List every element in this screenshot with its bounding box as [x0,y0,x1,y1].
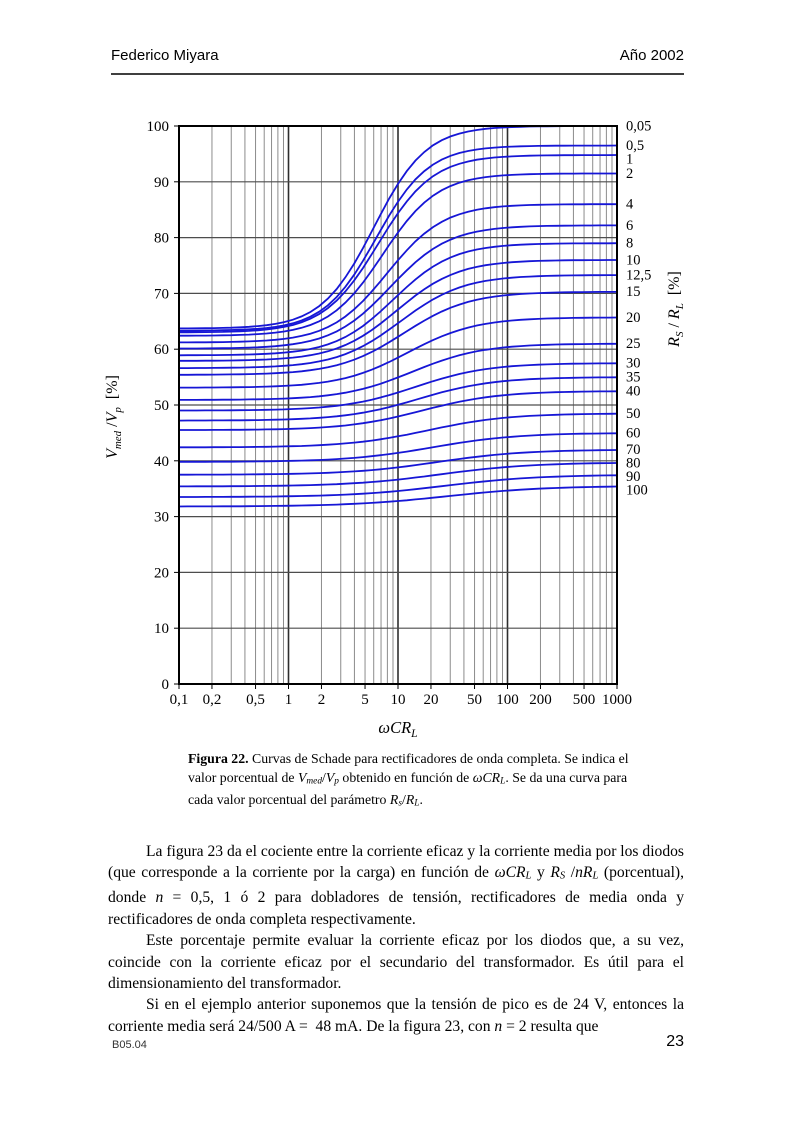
axis-ticks [174,125,618,689]
curve-rs-rl-90 [179,474,618,498]
curve-rs-rl-50 [179,412,618,449]
svg-text:100: 100 [496,692,519,708]
curve-rs-rl-8 [178,242,618,357]
series-label-10: 10 [626,252,641,268]
series-label-60: 60 [626,425,641,441]
svg-text:500: 500 [573,692,596,708]
svg-text:100: 100 [147,119,170,135]
svg-text:0,2: 0,2 [203,692,222,708]
series-label-30: 30 [626,356,641,372]
svg-text:5: 5 [361,692,369,708]
svg-text:20: 20 [423,692,438,708]
series-label-4: 4 [626,197,634,213]
paragraph-2: Este porcentaje permite evaluar la corri… [108,932,684,993]
curve-rs-rl-10 [179,259,617,362]
schade-curves [178,125,618,508]
svg-text:0,1: 0,1 [170,692,189,708]
svg-text:0,5: 0,5 [246,692,265,708]
y-axis-title: Vmed /Vp [%] [104,375,124,459]
svg-text:70: 70 [154,286,169,302]
paragraph-3: Si en el ejemplo anterior suponemos que … [108,996,684,1035]
right-axis-title: RS / RL [%] [666,271,686,348]
curve-rs-rl-20 [179,316,618,389]
curve-rs-rl-70 [179,449,618,476]
svg-text:50: 50 [467,692,482,708]
svg-text:90: 90 [154,175,169,191]
x-tick-labels: 0,1 0,2 0,5 1 2 5 10 20 50 100 200 500 1000 [170,692,632,708]
svg-text:1: 1 [285,692,293,708]
x-axis-title: ωCRL [378,718,417,740]
series-label-0,05: 0,05 [626,119,651,135]
svg-text:200: 200 [529,692,552,708]
curve-rs-rl-6 [179,224,617,350]
series-label-15: 15 [626,284,641,300]
svg-text:2: 2 [318,692,326,708]
series-label-6: 6 [626,218,633,234]
footer-doc-code: B05.04 [112,1039,147,1051]
curve-rs-rl-25 [179,342,617,401]
curve-rs-rl-35 [178,376,618,422]
curve-rs-rl-100 [178,485,618,508]
series-label-8: 8 [626,236,633,252]
page-header: Federico Miyara Año 2002 [111,47,684,75]
series-label-50: 50 [626,406,641,422]
curve-rs-rl-40 [179,390,618,431]
curve-rs-rl-4 [179,203,617,344]
curve-rs-rl-12,5 [179,274,617,369]
svg-text:10: 10 [154,621,169,637]
grid [179,126,617,684]
svg-text:1000: 1000 [602,692,632,708]
series-label-100: 100 [626,483,648,499]
series-label-80: 80 [626,456,641,472]
curve-rs-rl-1 [179,154,618,334]
series-label-70: 70 [626,442,641,458]
curve-rs-rl-15 [179,291,617,376]
svg-text:30: 30 [154,510,169,526]
series-label-1: 1 [626,152,633,168]
series-label-12,5: 12,5 [626,267,651,283]
svg-text:10: 10 [391,692,406,708]
series-label-35: 35 [626,370,641,386]
svg-text:40: 40 [154,454,169,470]
series-label-20: 20 [626,310,641,326]
paragraph-1: La figura 23 da el cociente entre la cor… [108,843,685,928]
svg-text:20: 20 [154,565,169,581]
series-label-2: 2 [626,166,633,182]
svg-text:60: 60 [154,342,169,358]
series-label-25: 25 [626,336,641,352]
svg-text:80: 80 [154,231,169,247]
body-text: La figura 23 da el cociente entre la cor… [108,841,684,1037]
curve-rs-rl-0,5 [178,144,618,332]
header-author: Federico Miyara [111,47,219,64]
series-label-0,5: 0,5 [626,138,644,154]
series-label-90: 90 [626,469,641,485]
series-label-40: 40 [626,384,641,400]
curve-rs-rl-2 [179,172,617,337]
curve-rs-rl-60 [179,432,618,463]
svg-text:0: 0 [162,677,170,693]
curve-rs-rl-30 [179,362,618,412]
svg-text:50: 50 [154,398,169,414]
curve-rs-rl-80 [179,462,618,488]
figure-caption: Figura 22. Curvas de Schade para rectifi… [188,751,629,808]
page-number: 23 [666,1033,684,1050]
y-tick-labels: 0 10 20 30 40 50 60 70 80 90 100 [147,119,170,693]
schade-chart: 0,1 0,2 0,5 1 2 5 10 20 50 100 200 500 1000010203040… [104,119,686,741]
header-year: Año 2002 [619,47,684,64]
